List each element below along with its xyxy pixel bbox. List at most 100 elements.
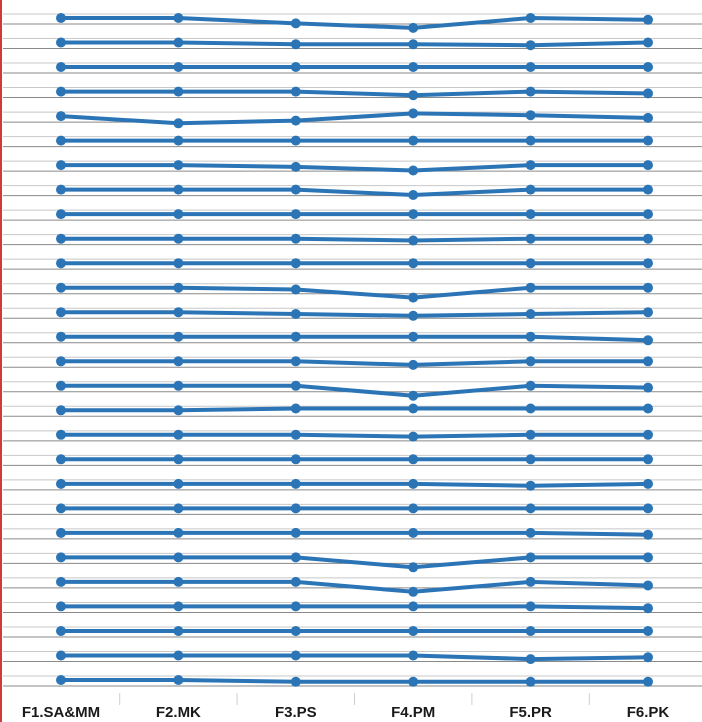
series-line: [61, 383, 649, 398]
data-point: [56, 478, 66, 489]
series-18: [56, 429, 653, 442]
series-line: [61, 40, 649, 48]
data-point: [56, 454, 66, 465]
series-8: [56, 184, 653, 200]
data-point: [643, 454, 653, 465]
data-point: [290, 284, 301, 295]
data-point: [173, 331, 184, 342]
series-line: [60, 111, 649, 126]
data-point: [525, 380, 536, 391]
series-line: [61, 89, 649, 98]
data-point: [173, 576, 184, 587]
data-point: [408, 650, 419, 661]
data-point: [56, 135, 66, 146]
data-point: [56, 258, 66, 269]
data-point: [173, 552, 184, 563]
series-line: [61, 16, 649, 30]
data-point: [643, 135, 653, 146]
series-1: [56, 13, 653, 33]
data-point: [643, 14, 653, 25]
data-point: [643, 580, 653, 591]
data-point: [408, 39, 419, 50]
data-point: [56, 380, 66, 391]
series-22: [56, 527, 653, 540]
data-point: [408, 586, 419, 597]
data-point: [56, 405, 66, 416]
data-point: [173, 675, 184, 685]
data-point: [290, 356, 301, 367]
data-point: [525, 429, 536, 440]
data-point: [643, 307, 653, 318]
data-point: [290, 503, 301, 514]
data-point: [408, 292, 419, 303]
data-point: [173, 356, 184, 367]
data-point: [290, 86, 301, 97]
data-point: [408, 403, 419, 414]
x-axis: F1.SA&MM F2.MK F3.PS F4.PM F5.PR F6.PK: [22, 693, 669, 721]
data-point: [643, 184, 653, 195]
data-point: [56, 282, 66, 293]
data-point: [290, 527, 301, 538]
data-point: [643, 503, 653, 514]
data-point: [408, 331, 419, 342]
data-point: [173, 503, 184, 514]
data-point: [408, 108, 419, 119]
data-point: [525, 454, 536, 465]
data-point: [290, 601, 301, 612]
data-point: [643, 429, 653, 440]
data-point: [408, 431, 419, 442]
data-point: [525, 527, 536, 538]
series-25: [56, 601, 653, 614]
series-line: [61, 310, 649, 318]
series-group: [56, 13, 653, 687]
data-point: [525, 233, 536, 244]
data-point: [408, 601, 419, 612]
data-point: [408, 626, 419, 636]
data-point: [173, 258, 184, 269]
data-point: [643, 112, 653, 123]
data-point: [173, 118, 184, 129]
data-point: [173, 282, 184, 293]
data-point: [643, 382, 653, 393]
series-line: [61, 359, 648, 367]
series-24: [56, 576, 653, 597]
series-5: [56, 108, 653, 129]
data-point: [290, 380, 301, 391]
data-point: [56, 184, 66, 195]
series-line: [61, 678, 648, 684]
data-point: [173, 380, 184, 391]
x-tick-label: F5.PR: [509, 704, 552, 721]
data-point: [56, 331, 66, 342]
data-point: [643, 356, 653, 367]
data-point: [408, 135, 419, 146]
data-point: [643, 652, 653, 663]
data-point: [525, 40, 536, 51]
series-12: [56, 282, 653, 303]
series-4: [56, 86, 653, 101]
data-point: [525, 480, 536, 491]
data-point: [643, 603, 653, 614]
data-point: [643, 37, 653, 48]
data-point: [290, 650, 301, 661]
x-tick-label: F4.PM: [391, 704, 435, 721]
data-point: [56, 86, 66, 97]
data-point: [173, 209, 184, 220]
data-point: [173, 62, 184, 72]
series-line: [61, 432, 648, 439]
data-point: [290, 209, 301, 220]
series-line: [61, 163, 648, 173]
data-point: [173, 13, 184, 23]
data-point: [56, 429, 66, 440]
data-point: [290, 309, 301, 319]
data-point: [643, 676, 653, 687]
data-point: [408, 22, 419, 33]
data-point: [408, 390, 419, 401]
data-point: [525, 403, 536, 414]
data-point: [173, 37, 184, 48]
data-point: [408, 190, 419, 200]
data-point: [290, 135, 301, 146]
data-point: [173, 307, 184, 318]
series-19: [56, 454, 653, 465]
data-point: [290, 62, 301, 72]
data-point: [173, 527, 184, 538]
